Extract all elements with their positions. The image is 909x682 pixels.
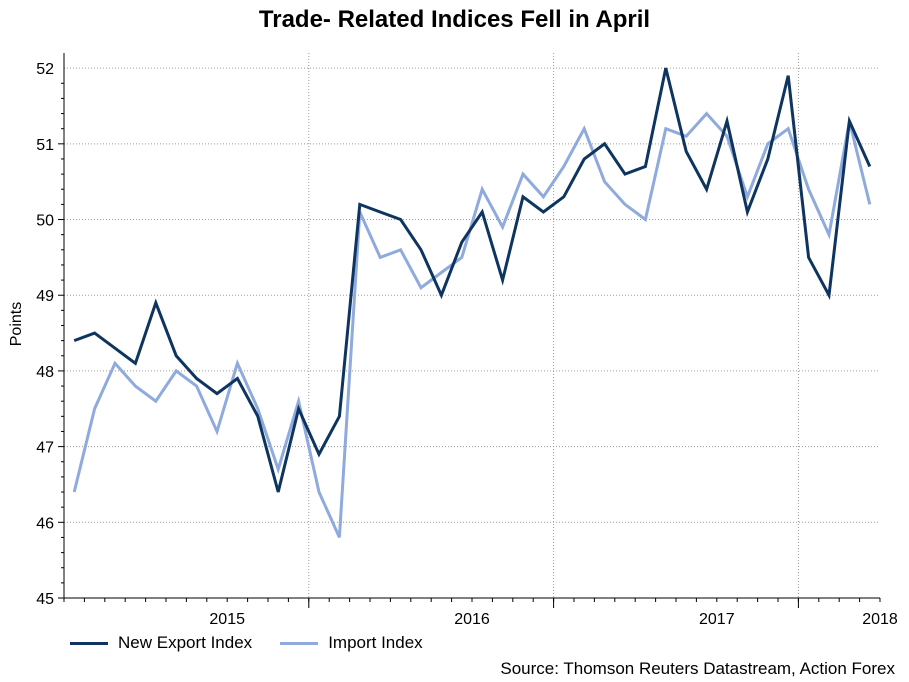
x-tick-label: 2017 (699, 611, 735, 628)
y-tick-label: 47 (36, 440, 54, 457)
y-tick-label: 49 (36, 288, 54, 305)
x-tick-label: 2015 (209, 611, 245, 628)
x-tick-label: 2018 (862, 611, 898, 628)
legend-swatch-export (70, 641, 108, 645)
y-axis-label: Points (8, 301, 25, 347)
y-tick-label: 51 (36, 137, 54, 154)
legend-label-import: Import Index (328, 633, 423, 652)
legend-swatch-import (280, 641, 319, 645)
legend-label-export: New Export Index (118, 633, 253, 652)
series-line-new-export-index (73, 67, 872, 493)
y-tick-label: 46 (36, 515, 54, 532)
y-tick-label: 45 (36, 591, 54, 608)
series-line-import-index (72, 111, 872, 539)
chart-title: Trade- Related Indices Fell in April (258, 6, 651, 33)
y-tick-label: 52 (36, 61, 54, 78)
y-tick-label: 50 (36, 213, 54, 230)
legend-item-export: New Export Index (70, 633, 252, 653)
legend-item-import: Import Index (280, 633, 423, 653)
x-tick-label: 2016 (454, 611, 490, 628)
legend: New Export Index Import Index (70, 633, 451, 653)
source-note: Source: Thomson Reuters Datastream, Acti… (500, 659, 895, 678)
y-tick-label: 48 (36, 364, 54, 381)
